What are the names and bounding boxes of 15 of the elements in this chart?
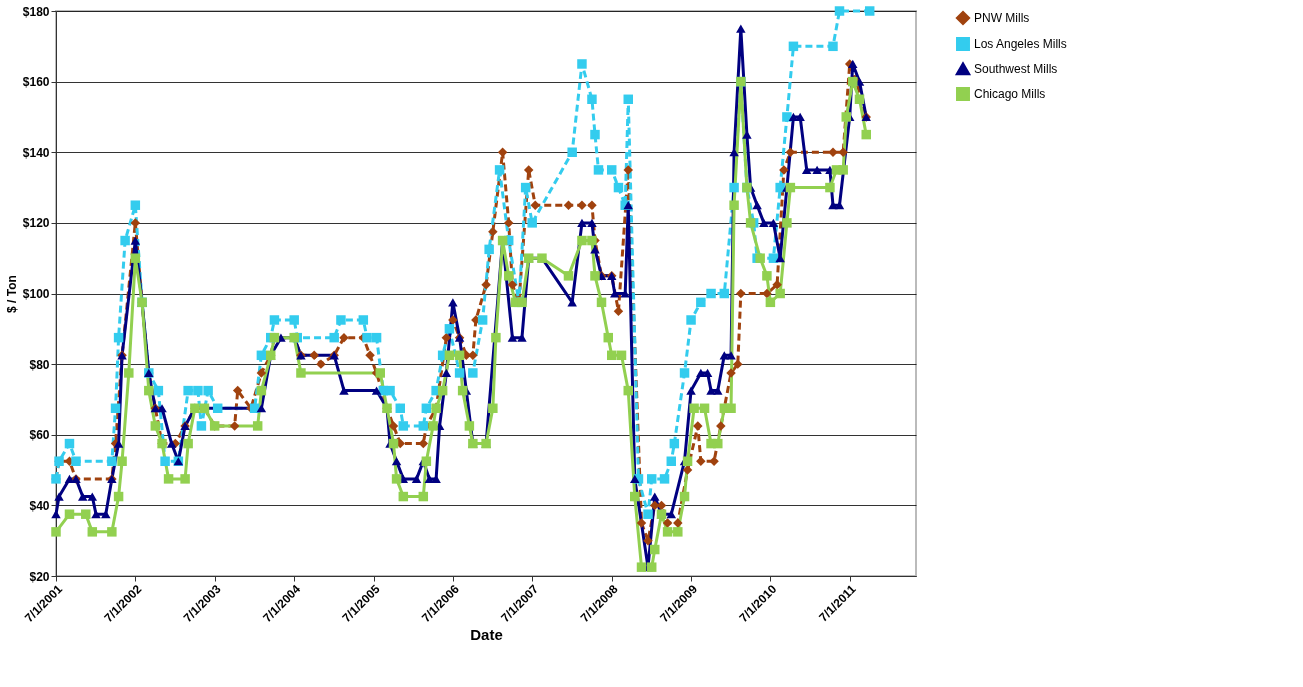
- y-tick-label: $160: [22, 75, 50, 90]
- y-tick-label: $120: [22, 216, 50, 231]
- y-tick-label: $100: [22, 287, 50, 301]
- y-tick-label: $80: [29, 357, 50, 372]
- y-tick-label: $180: [22, 4, 50, 19]
- y-tick-label: $60: [29, 428, 50, 443]
- legend-label: Southwest Mills: [974, 62, 1058, 76]
- legend-label: Los Angeles Mills: [974, 37, 1067, 51]
- legend-label: PNW Mills: [974, 11, 1030, 25]
- legend-label: Chicago Mills: [974, 87, 1046, 101]
- y-tick-label: $20: [29, 569, 50, 584]
- y-tick-label: $40: [29, 498, 50, 513]
- y-axis-title: $ / Ton: [4, 275, 19, 313]
- x-axis-title: Date: [470, 626, 503, 644]
- y-tick-label: $140: [22, 145, 50, 160]
